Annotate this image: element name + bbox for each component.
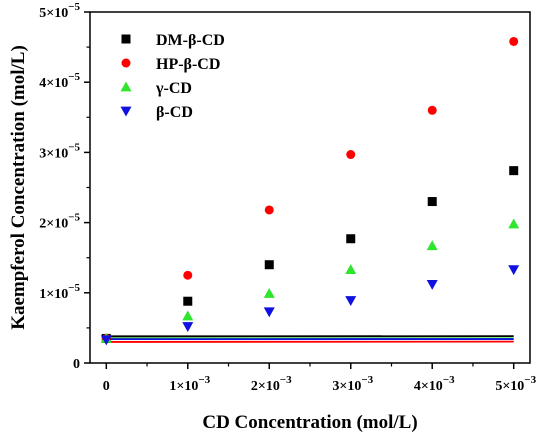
data-point-hp-beta-cd	[183, 270, 193, 280]
data-point-dm-beta-cd	[346, 234, 356, 244]
data-point-dm-beta-cd	[509, 166, 519, 176]
fit-lines	[106, 335, 514, 343]
x-axis-ticks: 0 1×10−3 2×10−3 3×10−3 4×10−3 5×10−3	[103, 363, 537, 394]
x-tick-label: 1×10−3	[169, 374, 210, 394]
x-tick-label: 3×10−3	[332, 374, 373, 394]
data-point-hp-beta-cd	[264, 205, 274, 215]
data-point-beta-cd	[182, 322, 194, 332]
x-tick-label: 0	[103, 379, 110, 394]
data-point-gamma-cd	[263, 288, 275, 298]
data-point-hp-beta-cd	[427, 105, 437, 115]
y-tick-label: 2×10−5	[39, 212, 80, 232]
data-point-gamma-cd	[182, 310, 194, 321]
legend-label-gamma-cd: γ-CD	[155, 80, 192, 97]
legend-label-beta-cd: β-CD	[156, 104, 193, 121]
legend-marker-dm-beta-cd	[121, 34, 131, 44]
x-tick-label: 2×10−3	[251, 374, 292, 394]
y-tick-label: 1×10−5	[39, 282, 80, 302]
data-point-beta-cd	[263, 307, 275, 318]
data-point-beta-cd	[426, 279, 438, 290]
data-point-beta-cd	[508, 265, 520, 276]
x-tick-label: 5×10−3	[495, 374, 536, 394]
legend-label-hp-beta-cd: HP-β-CD	[156, 56, 220, 73]
y-tick-label: 3×10−5	[39, 141, 80, 161]
legend: DM-β-CD HP-β-CD γ-CD β-CD	[120, 32, 225, 121]
y-tick-label: 0	[73, 357, 80, 372]
data-point-beta-cd	[100, 335, 112, 346]
legend-marker-gamma-cd	[120, 81, 132, 92]
data-point-dm-beta-cd	[264, 260, 274, 270]
data-point-hp-beta-cd	[509, 36, 519, 46]
y-axis-title: Kaempferol Concentration (mol/L)	[8, 45, 29, 330]
data-markers	[100, 36, 520, 346]
x-tick-label: 4×10−3	[414, 374, 455, 394]
y-tick-label: 4×10−5	[39, 71, 80, 91]
data-point-beta-cd	[345, 296, 357, 307]
legend-label-dm-beta-cd: DM-β-CD	[156, 32, 225, 49]
data-point-hp-beta-cd	[346, 150, 356, 160]
x-axis-title: CD Concentration (mol/L)	[202, 412, 417, 433]
legend-marker-beta-cd	[120, 106, 132, 117]
y-axis-ticks: 0 1×10−5 2×10−5 3×10−5 4×10−5 5×10−5	[39, 1, 90, 372]
data-point-gamma-cd	[508, 218, 520, 229]
data-point-dm-beta-cd	[427, 197, 437, 207]
data-point-dm-beta-cd	[183, 296, 193, 306]
y-tick-label: 5×10−5	[39, 1, 80, 21]
legend-marker-hp-beta-cd	[121, 58, 131, 68]
data-point-gamma-cd	[345, 264, 357, 275]
data-point-gamma-cd	[426, 240, 438, 251]
